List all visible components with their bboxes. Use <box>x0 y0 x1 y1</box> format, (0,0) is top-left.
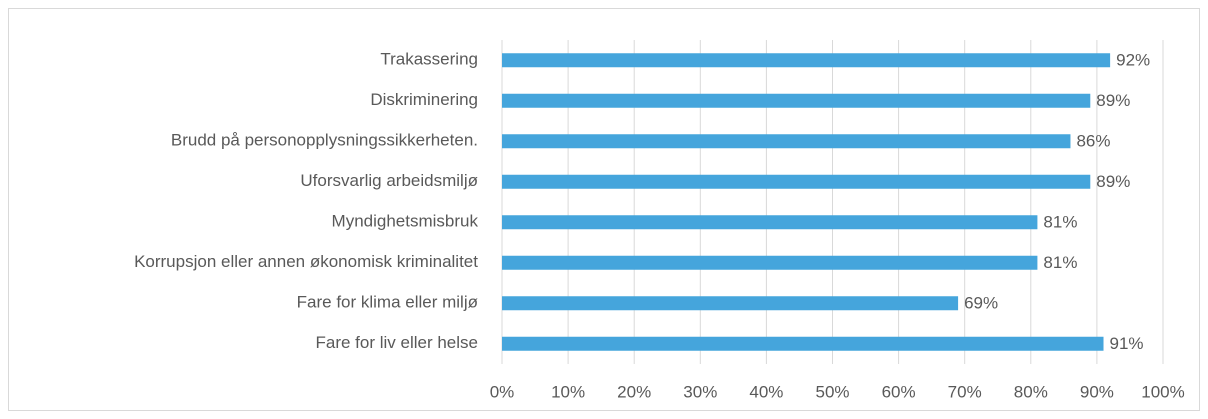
bar <box>502 53 1111 68</box>
y-tick-label: Diskriminering <box>370 90 478 109</box>
bar <box>502 174 1091 189</box>
y-tick-label: Uforsvarlig arbeidsmiljø <box>300 171 478 190</box>
data-label: 69% <box>964 294 998 313</box>
data-label: 89% <box>1096 91 1130 110</box>
x-tick-label: 90% <box>1080 382 1114 401</box>
y-tick-label: Myndighetsmisbruk <box>332 212 479 231</box>
y-tick-label: Trakassering <box>380 50 478 69</box>
data-label: 92% <box>1116 51 1150 70</box>
y-tick-label: Fare for liv eller helse <box>315 333 478 352</box>
bar <box>502 296 959 311</box>
x-tick-label: 20% <box>617 382 651 401</box>
y-tick-label: Brudd på personopplysningssikkerheten. <box>171 131 478 150</box>
bar <box>502 93 1091 108</box>
x-tick-label: 30% <box>683 382 717 401</box>
x-tick-label: 80% <box>1014 382 1048 401</box>
data-label: 86% <box>1076 132 1110 151</box>
x-tick-label: 10% <box>551 382 585 401</box>
bar <box>502 255 1038 270</box>
data-label: 81% <box>1043 253 1077 272</box>
data-label: 89% <box>1096 172 1130 191</box>
x-tick-label: 60% <box>882 382 916 401</box>
x-tick-label: 70% <box>948 382 982 401</box>
y-tick-label: Korrupsjon eller annen økonomisk krimina… <box>134 252 478 271</box>
x-tick-label: 100% <box>1141 382 1184 401</box>
data-label: 81% <box>1043 213 1077 232</box>
x-tick-label: 50% <box>815 382 849 401</box>
bar <box>502 215 1038 230</box>
y-tick-label: Fare for klima eller miljø <box>297 293 478 312</box>
x-tick-label: 0% <box>490 382 515 401</box>
bar <box>502 134 1071 149</box>
x-tick-label: 40% <box>749 382 783 401</box>
data-label: 91% <box>1110 334 1144 353</box>
bar <box>502 336 1104 351</box>
